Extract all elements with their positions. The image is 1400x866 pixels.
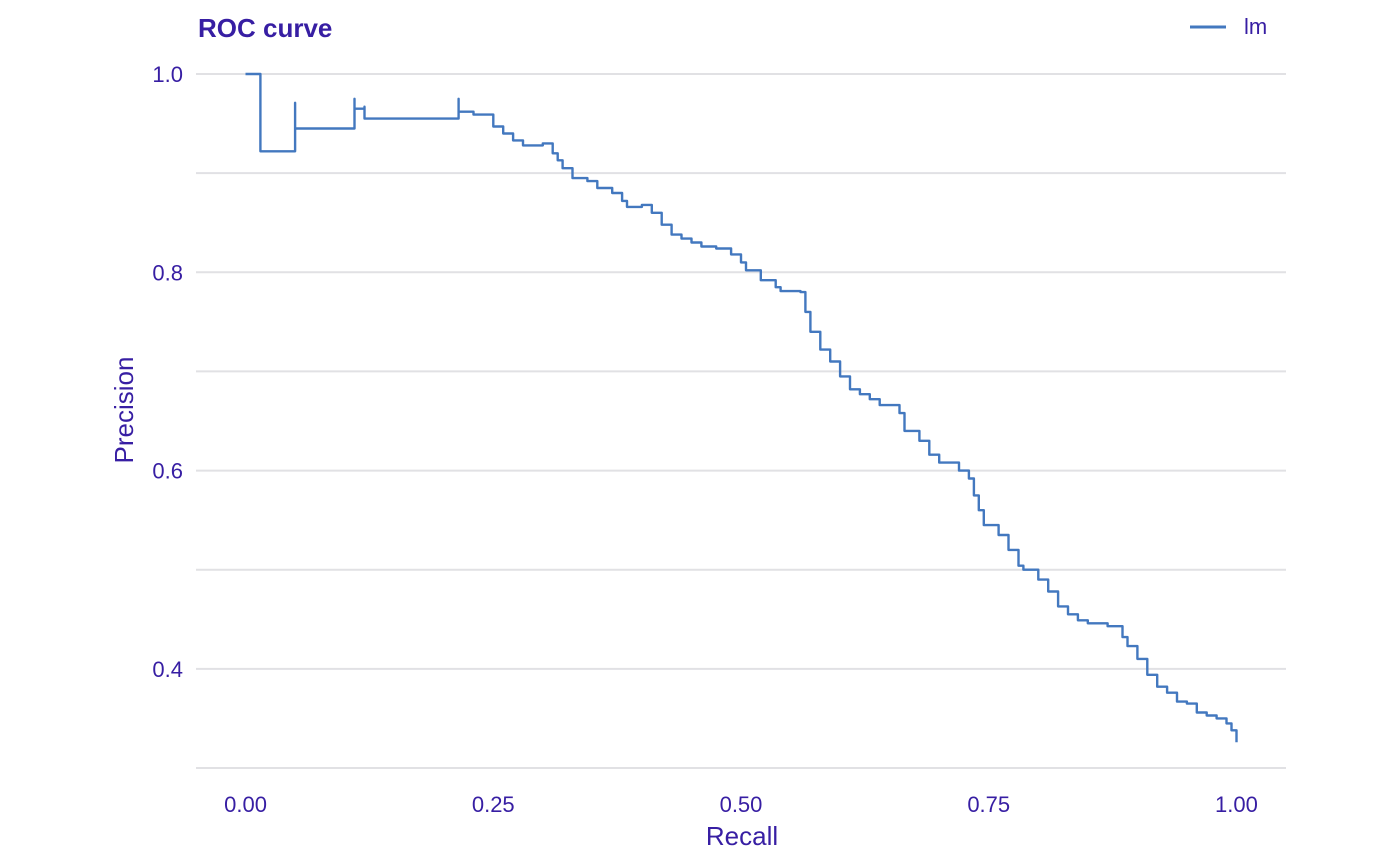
line-layer bbox=[245, 72, 1238, 743]
grid-layer bbox=[196, 73, 1286, 769]
chart-title: ROC curve bbox=[198, 13, 332, 43]
x-tick-label-0: 0.00 bbox=[224, 792, 267, 817]
x-tick-label-1: 0.25 bbox=[472, 792, 515, 817]
y-tick-label-1: 0.6 bbox=[152, 459, 183, 484]
tick-layer: 0.4 0.6 0.8 1.0 0.00 0.25 0.50 0.75 1.00 bbox=[152, 62, 1257, 817]
legend-label-lm: lm bbox=[1244, 14, 1267, 39]
x-axis-title: Recall bbox=[706, 821, 778, 851]
y-axis-title: Precision bbox=[109, 357, 139, 464]
y-tick-label-3: 1.0 bbox=[152, 62, 183, 87]
x-tick-label-2: 0.50 bbox=[720, 792, 763, 817]
y-tick-label-0: 0.4 bbox=[152, 657, 183, 682]
series-line-lm bbox=[245, 72, 1238, 743]
legend: lm bbox=[1190, 14, 1267, 39]
x-tick-label-3: 0.75 bbox=[967, 792, 1010, 817]
y-tick-label-2: 0.8 bbox=[152, 260, 183, 285]
x-tick-label-4: 1.00 bbox=[1215, 792, 1258, 817]
